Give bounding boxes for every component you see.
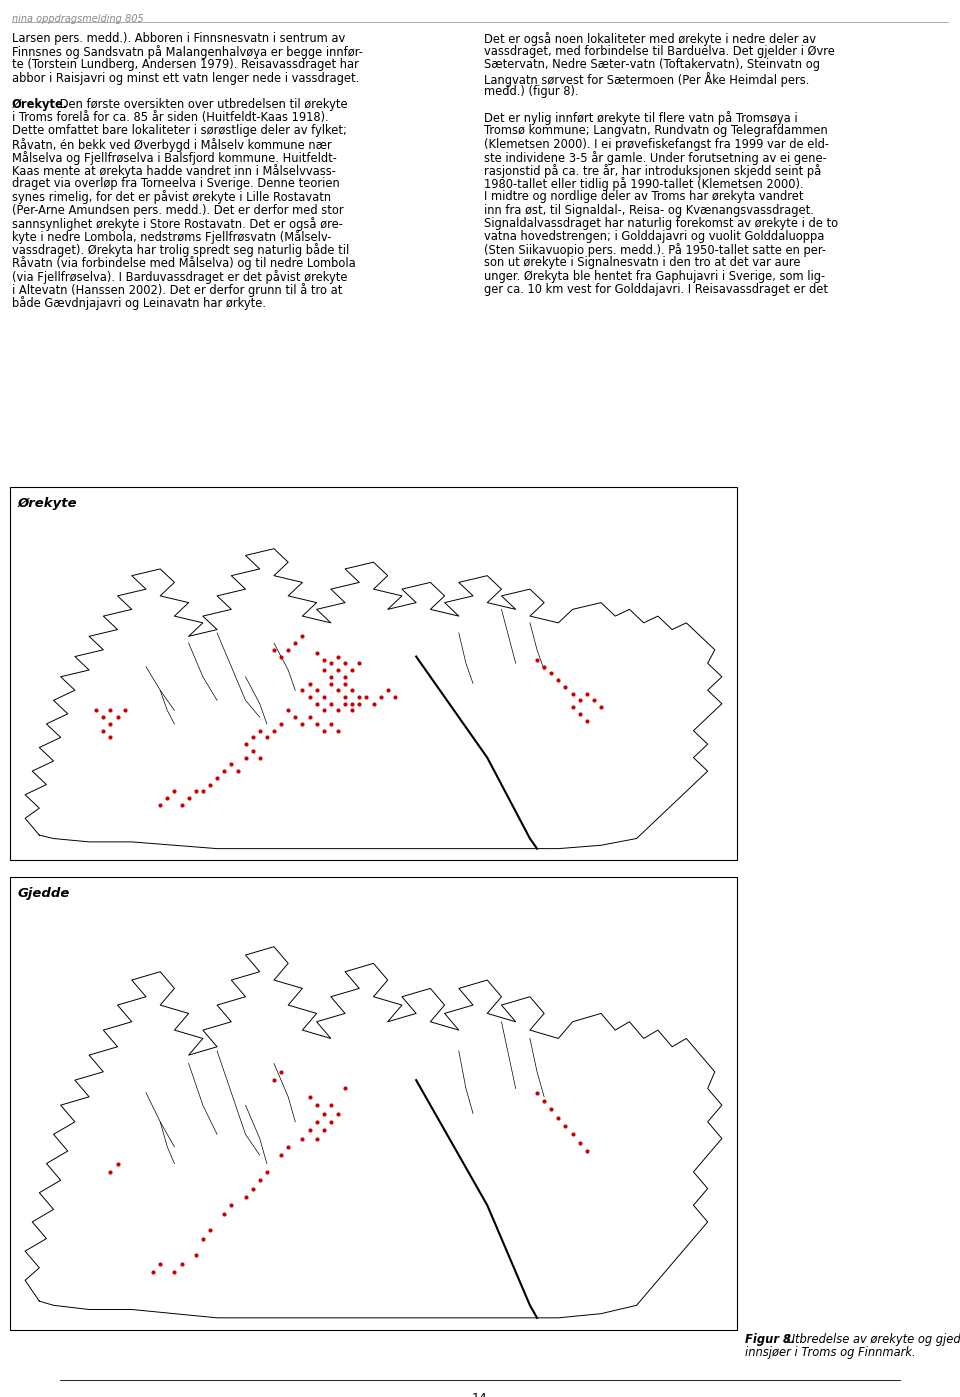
- Text: Larsen pers. medd.). Abboren i Finnsnesvatn i sentrum av: Larsen pers. medd.). Abboren i Finnsnesv…: [12, 32, 346, 45]
- Text: i Altevatn (Hanssen 2002). Det er derfor grunn til å tro at: i Altevatn (Hanssen 2002). Det er derfor…: [12, 282, 343, 296]
- Text: Målselva og Fjellfrøselva i Balsfjord kommune. Huitfeldt-: Målselva og Fjellfrøselva i Balsfjord ko…: [12, 151, 337, 165]
- Text: Kaas mente at ørekyta hadde vandret inn i Målselvvass-: Kaas mente at ørekyta hadde vandret inn …: [12, 163, 336, 177]
- Text: abbor i Raisjavri og minst ett vatn lenger nede i vassdraget.: abbor i Raisjavri og minst ett vatn leng…: [12, 71, 359, 85]
- Text: i Troms forelå for ca. 85 år siden (Huitfeldt-Kaas 1918).: i Troms forelå for ca. 85 år siden (Huit…: [12, 112, 328, 124]
- Text: draget via overløp fra Torneelva i Sverige. Denne teorien: draget via overløp fra Torneelva i Sveri…: [12, 177, 340, 190]
- Text: Ørekyte: Ørekyte: [18, 497, 78, 510]
- Text: Signaldalvassdraget har naturlig forekomst av ørekyte i de to: Signaldalvassdraget har naturlig forekom…: [484, 217, 838, 229]
- Text: Figur 8.: Figur 8.: [745, 1333, 796, 1345]
- Text: både Gævdnjajavri og Leinavatn har ørkyte.: både Gævdnjajavri og Leinavatn har ørkyt…: [12, 296, 266, 310]
- Text: sannsynlighet ørekyte i Store Rostavatn. Det er også øre-: sannsynlighet ørekyte i Store Rostavatn.…: [12, 217, 343, 231]
- Text: 14: 14: [472, 1391, 488, 1397]
- Polygon shape: [25, 947, 722, 1317]
- Text: Råvatn (via forbindelse med Målselva) og til nedre Lombola: Råvatn (via forbindelse med Målselva) og…: [12, 257, 356, 271]
- Text: ste individene 3-5 år gamle. Under forutsetning av ei gene-: ste individene 3-5 år gamle. Under forut…: [484, 151, 827, 165]
- Text: medd.) (figur 8).: medd.) (figur 8).: [484, 85, 579, 98]
- Text: Langvatn sørvest for Sætermoen (Per Åke Heimdal pers.: Langvatn sørvest for Sætermoen (Per Åke …: [484, 71, 809, 87]
- Text: Finnsnes og Sandsvatn på Malangenhalvøya er begge innfør-: Finnsnes og Sandsvatn på Malangenhalvøya…: [12, 45, 363, 59]
- Text: (Per-Arne Amundsen pers. medd.). Det er derfor med stor: (Per-Arne Amundsen pers. medd.). Det er …: [12, 204, 344, 217]
- Text: vatna hovedstrengen; i Golddajavri og vuolit Golddaluoppa: vatna hovedstrengen; i Golddajavri og vu…: [484, 231, 825, 243]
- Text: (Klemetsen 2000). I ei prøvefiskefangst fra 1999 var de eld-: (Klemetsen 2000). I ei prøvefiskefangst …: [484, 137, 829, 151]
- Text: Dette omfattet bare lokaliteter i sørøstlige deler av fylket;: Dette omfattet bare lokaliteter i sørøst…: [12, 124, 347, 137]
- Text: (Sten Siikavuopio pers. medd.). På 1950-tallet satte en per-: (Sten Siikavuopio pers. medd.). På 1950-…: [484, 243, 826, 257]
- Text: Tromsø kommune; Langvatn, Rundvatn og Telegrafdammen: Tromsø kommune; Langvatn, Rundvatn og Te…: [484, 124, 828, 137]
- Text: Ørekyte.: Ørekyte.: [12, 98, 68, 110]
- Text: unger. Ørekyta ble hentet fra Gaphujavri i Sverige, som lig-: unger. Ørekyta ble hentet fra Gaphujavri…: [484, 270, 826, 282]
- Text: son ut ørekyte i Signalnesvatn i den tro at det var aure: son ut ørekyte i Signalnesvatn i den tro…: [484, 257, 801, 270]
- Text: Det er nylig innført ørekyte til flere vatn på Tromsøya i: Det er nylig innført ørekyte til flere v…: [484, 112, 798, 126]
- Text: innsjøer i Troms og Finnmark.: innsjøer i Troms og Finnmark.: [745, 1345, 916, 1359]
- Text: kyte i nedre Lombola, nedstrøms Fjellfrøsvatn (Målselv-: kyte i nedre Lombola, nedstrøms Fjellfrø…: [12, 231, 331, 244]
- Text: Råvatn, én bekk ved Øverbygd i Målselv kommune nær: Råvatn, én bekk ved Øverbygd i Målselv k…: [12, 137, 332, 151]
- Text: Det er også noen lokaliteter med ørekyte i nedre deler av: Det er også noen lokaliteter med ørekyte…: [484, 32, 816, 46]
- Text: Sætervatn, Nedre Sæter­vatn (Toftakervatn), Steinvatn og: Sætervatn, Nedre Sæter­vatn (Toftakervat…: [484, 59, 820, 71]
- Text: synes rimelig, for det er påvist ørekyte i Lille Rostavatn: synes rimelig, for det er påvist ørekyte…: [12, 190, 331, 204]
- Text: te (Torstein Lundberg, Andersen 1979). Reisavassdraget har: te (Torstein Lundberg, Andersen 1979). R…: [12, 59, 359, 71]
- Text: nina oppdragsmelding 805: nina oppdragsmelding 805: [12, 14, 144, 24]
- Text: (via Fjellfrøselva). I Barduvassdraget er det påvist ørekyte: (via Fjellfrøselva). I Barduvassdraget e…: [12, 270, 348, 284]
- Text: ger ca. 10 km vest for Golddajavri. I Reisavassdraget er det: ger ca. 10 km vest for Golddajavri. I Re…: [484, 282, 828, 296]
- Text: Utbredelse av ørekyte og gjedde i innsjøer i Troms og Finnmark.: Utbredelse av ørekyte og gjedde i innsjø…: [783, 1333, 960, 1345]
- Bar: [10, 877, 737, 1330]
- Text: inn fra øst, til Signaldal-, Reisa- og Kvænangsvassdraget.: inn fra øst, til Signaldal-, Reisa- og K…: [484, 204, 814, 217]
- Text: Gjedde: Gjedde: [18, 887, 70, 900]
- Text: 1980-tallet eller tidlig på 1990-tallet (Klemetsen 2000).: 1980-tallet eller tidlig på 1990-tallet …: [484, 177, 804, 191]
- Bar: [10, 488, 737, 861]
- Text: vassdraget). Ørekyta har trolig spredt seg naturlig både til: vassdraget). Ørekyta har trolig spredt s…: [12, 243, 349, 257]
- Text: vassdraget, med forbindelse til Barduelva. Det gjelder i Øvre: vassdraget, med forbindelse til Barduelv…: [484, 45, 835, 59]
- Text: I midtre og nordlige deler av Troms har ørekyta vandret: I midtre og nordlige deler av Troms har …: [484, 190, 804, 204]
- Text: rasjonstid på ca. tre år, har introduksjonen skjedd seint på: rasjonstid på ca. tre år, har introduksj…: [484, 163, 821, 177]
- Polygon shape: [25, 549, 722, 848]
- Text: Den første oversikten over utbredelsen til ørekyte: Den første oversikten over utbredelsen t…: [56, 98, 348, 110]
